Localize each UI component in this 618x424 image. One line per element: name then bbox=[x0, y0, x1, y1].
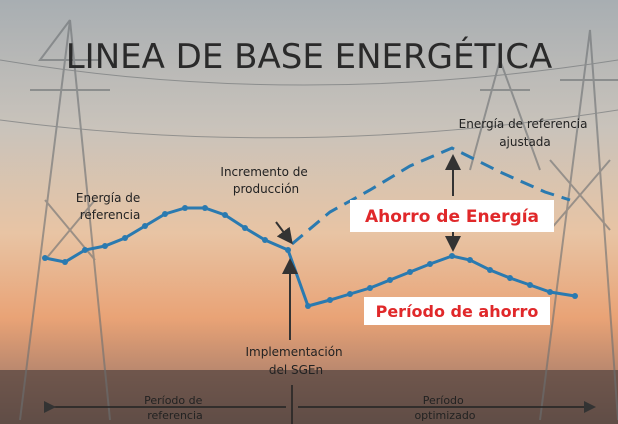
point bbox=[142, 223, 148, 229]
point bbox=[387, 277, 393, 283]
point bbox=[547, 289, 553, 295]
point bbox=[407, 269, 413, 275]
title: LINEA DE BASE ENERGÉTICA bbox=[66, 36, 553, 77]
point bbox=[572, 293, 578, 299]
point bbox=[62, 259, 68, 265]
point bbox=[285, 247, 291, 253]
point bbox=[305, 303, 311, 309]
point bbox=[102, 243, 108, 249]
point bbox=[527, 282, 533, 288]
saving-period-label: Período de ahorro bbox=[376, 302, 539, 321]
point bbox=[327, 297, 333, 303]
point bbox=[122, 235, 128, 241]
ground bbox=[0, 370, 618, 424]
point bbox=[427, 261, 433, 267]
point bbox=[367, 285, 373, 291]
point bbox=[347, 291, 353, 297]
point bbox=[262, 237, 268, 243]
point bbox=[242, 225, 248, 231]
point bbox=[202, 205, 208, 211]
slide: LINEA DE BASE ENERGÉTICA Energía de refe… bbox=[0, 0, 618, 424]
point bbox=[162, 211, 168, 217]
point bbox=[467, 257, 473, 263]
point bbox=[222, 212, 228, 218]
point bbox=[507, 275, 513, 281]
point bbox=[182, 205, 188, 211]
point bbox=[487, 267, 493, 273]
point bbox=[42, 255, 48, 261]
energy-saving-label: Ahorro de Energía bbox=[365, 207, 539, 227]
point bbox=[449, 253, 455, 259]
point bbox=[82, 247, 88, 253]
